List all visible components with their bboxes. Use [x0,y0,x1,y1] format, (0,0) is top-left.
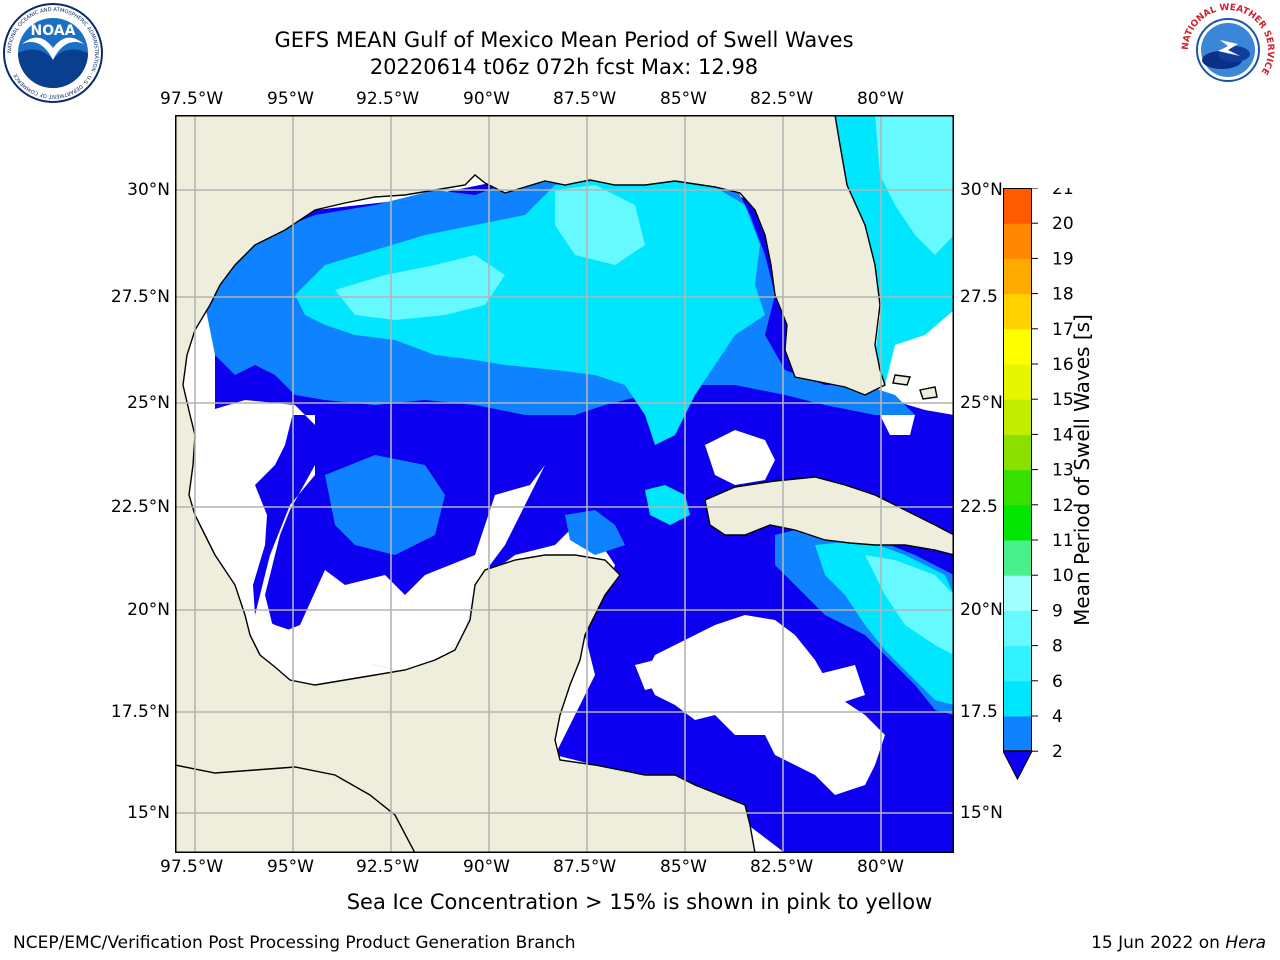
lat-label-right: 17.5 [960,702,998,722]
map-border [175,115,954,853]
lon-label-top: 87.5°W [553,89,617,109]
gulf-of-mexico-map [175,115,954,853]
bahamas-land [892,374,911,386]
colorbar-segment [1003,223,1032,259]
colorbar-segment [1003,434,1032,471]
lat-label-left: 17.5°N [110,702,170,722]
footer-date: 15 Jun 2022 on Hera [1091,933,1266,953]
colorbar-tick-label: 15 [1052,390,1074,410]
lat-label-right: 20°N [960,600,1003,620]
colorbar-segment [1003,540,1032,576]
lon-label-top: 85°W [660,89,707,109]
colorbar-tick-label: 11 [1052,531,1074,551]
colorbar-segment [1003,610,1032,647]
lat-label-left: 22.5°N [110,497,170,517]
north-america-land [175,115,886,853]
colorbar-tick-label: 16 [1052,355,1074,375]
lon-label-top: 80°W [857,89,904,109]
colorbar-segment [1003,188,1032,224]
colorbar-border [1003,188,1032,752]
lon-label-bottom: 97.5°W [160,857,224,877]
colorbar-segment [1003,399,1032,435]
colorbar-segment [1003,716,1032,752]
lon-label-bottom: 82.5°W [750,857,814,877]
sea-ice-caption-text: Sea Ice Concentration > 15% is shown in … [346,890,933,914]
colorbar-segment [1003,364,1032,400]
colorbar-tick-label: 8 [1052,637,1063,657]
lat-label-right: 27.5 [960,287,998,307]
plot-title: GEFS MEAN Gulf of Mexico Mean Period of … [274,28,854,52]
lon-label-top: 90°W [463,89,510,109]
colorbar-tick-label: 20 [1052,214,1074,234]
svg-text:NOAA: NOAA [31,23,76,39]
bahamas-land [919,386,938,400]
lat-label-right: 22.5 [960,497,998,517]
lon-label-bottom: 87.5°W [553,857,617,877]
swell-period-field [175,115,954,853]
footer-branch: NCEP/EMC/Verification Post Processing Pr… [13,933,576,953]
colorbar: 2 4 6 8 9 10 11 12 13 14 15 16 17 18 19 20 21 [1003,188,1074,781]
colorbar-tick-label: 18 [1052,285,1074,305]
colorbar-tick-label: 12 [1052,496,1074,516]
lat-label-left: 15°N [127,803,170,823]
plot-subtitle: 20220614 t06z 072h fcst Max: 12.98 [369,55,759,79]
sea-ice-caption: Sea Ice Concentration > 15% is shown in … [0,890,1280,914]
lon-label-top: 95°W [267,89,314,109]
lat-label-left: 30°N [127,180,170,200]
colorbar-segment [1003,680,1032,717]
lon-label-top: 82.5°W [750,89,814,109]
lon-label-top: 92.5°W [356,89,420,109]
lon-label-bottom: 90°W [463,857,510,877]
colorbar-tick-label: 19 [1052,249,1074,269]
land-masses [175,115,954,853]
graticule [175,115,954,853]
lat-label-left: 25°N [127,393,170,413]
lat-label-right: 30°N [960,180,1003,200]
colorbar-segment [1003,258,1032,295]
lat-label-left: 20°N [127,600,170,620]
lon-label-bottom: 95°W [267,857,314,877]
colorbar-tick-label: 2 [1052,742,1063,762]
colorbar-tick-label: 17 [1052,320,1074,340]
colorbar-tick-label: 21 [1052,188,1074,199]
lon-label-top: 97.5°W [160,89,224,109]
lat-label-right: 15°N [960,803,1003,823]
colorbar-segment [1003,293,1032,330]
colorbar-tick-label: 10 [1052,566,1074,586]
lat-label-left: 27.5°N [110,287,170,307]
colorbar-tick-label: 14 [1052,425,1074,445]
colorbar-tick-label: 13 [1052,461,1074,481]
noaa-logo: NATIONAL OCEANIC AND ATMOSPHERIC ADMINIS… [3,3,103,103]
colorbar-segment [1003,575,1032,611]
colorbar-tick-label: 9 [1052,601,1063,621]
colorbar-under-triangle [1003,750,1033,781]
lon-label-bottom: 92.5°W [356,857,420,877]
nws-logo: NATIONAL WEATHER SERVICE [1181,3,1275,96]
colorbar-ticks: 2 4 6 8 9 10 11 12 13 14 15 16 17 18 19 20 21 [1032,188,1074,762]
colorbar-tick-label: 4 [1052,707,1063,727]
footer-host: Hera [1225,933,1266,953]
colorbar-segment [1003,469,1032,506]
colorbar-segment [1003,645,1032,682]
colorbar-tick-label: 6 [1052,672,1063,692]
colorbar-segments [1003,188,1033,781]
colorbar-segment [1003,504,1032,541]
footer-date-text: 15 Jun 2022 on [1091,933,1226,953]
colorbar-segment [1003,328,1032,365]
lon-label-bottom: 80°W [857,857,904,877]
colorbar-label: Mean Period of Swell Waves [s] [1070,314,1094,626]
lon-label-bottom: 85°W [660,857,707,877]
cuba-land [704,476,954,556]
lat-label-right: 25°N [960,393,1003,413]
